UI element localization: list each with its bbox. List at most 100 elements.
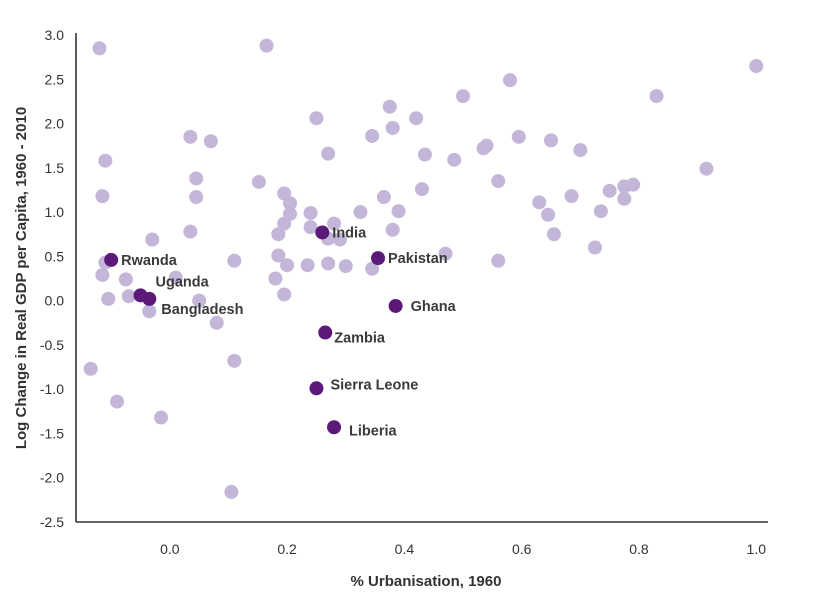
data-point xyxy=(602,183,617,198)
highlight-data-point xyxy=(104,252,119,267)
data-point xyxy=(209,315,224,330)
point-label: Zambia xyxy=(334,331,386,347)
highlight-data-point xyxy=(142,291,157,306)
y-tick-label: 1.5 xyxy=(45,160,65,176)
data-point xyxy=(283,196,298,211)
point-label: India xyxy=(332,225,367,241)
data-point xyxy=(268,271,283,286)
data-point xyxy=(303,205,318,220)
x-tick-label: 1.0 xyxy=(747,541,767,557)
data-point xyxy=(502,73,517,88)
highlight-data-point xyxy=(327,420,342,435)
y-tick-label: 2.5 xyxy=(45,71,65,87)
data-point xyxy=(564,189,579,204)
y-tick-label: 0.5 xyxy=(45,248,65,264)
data-point xyxy=(154,410,169,425)
data-point xyxy=(327,216,342,231)
data-point xyxy=(192,293,207,308)
x-tick-label: 0.0 xyxy=(160,541,180,557)
data-point xyxy=(321,146,336,161)
data-point xyxy=(251,174,266,189)
data-point xyxy=(491,174,506,189)
data-point xyxy=(83,361,98,376)
point-labels: Rwanda Uganda Bangladesh India Pakistan Ghana… xyxy=(121,225,456,439)
point-label: Liberia xyxy=(349,423,397,439)
data-point xyxy=(280,258,295,273)
x-tick-label: 0.4 xyxy=(395,541,415,557)
point-label: Sierra Leone xyxy=(330,377,418,393)
y-tick-label: -1.0 xyxy=(40,381,64,397)
point-label: Rwanda xyxy=(121,253,178,269)
data-point xyxy=(118,272,133,287)
point-label: Bangladesh xyxy=(161,302,243,318)
data-point xyxy=(277,287,292,302)
point-label: Uganda xyxy=(156,274,210,290)
data-point xyxy=(189,171,204,186)
data-point xyxy=(338,259,353,274)
data-points xyxy=(83,38,764,499)
x-tick-label: 0.6 xyxy=(512,541,532,557)
highlight-data-point xyxy=(371,251,386,266)
point-label: Ghana xyxy=(411,299,457,315)
data-point xyxy=(544,133,559,148)
data-point xyxy=(749,58,764,73)
data-point xyxy=(353,205,368,220)
data-point xyxy=(491,253,506,268)
data-point xyxy=(309,111,324,126)
data-point xyxy=(365,261,380,276)
highlight-data-point xyxy=(318,325,333,340)
data-point xyxy=(259,38,274,53)
data-point xyxy=(121,289,136,304)
data-point xyxy=(271,248,286,263)
data-point xyxy=(417,147,432,162)
data-point xyxy=(438,246,453,261)
data-point xyxy=(168,270,183,285)
data-point xyxy=(365,128,380,143)
y-tick-label: -0.5 xyxy=(40,337,64,353)
y-axis-title: Log Change in Real GDP per Capita, 1960 … xyxy=(13,107,30,449)
data-point xyxy=(409,111,424,126)
y-tick-label: 3.0 xyxy=(45,27,65,43)
y-tick-label: -2.5 xyxy=(40,514,64,530)
data-point xyxy=(271,227,286,242)
data-point xyxy=(699,161,714,176)
data-point xyxy=(332,232,347,247)
data-point xyxy=(385,222,400,237)
highlight-data-point xyxy=(315,225,330,240)
point-label: Pakistan xyxy=(388,251,448,267)
y-tick-label: 1.0 xyxy=(45,204,65,220)
data-point xyxy=(95,189,110,204)
data-point xyxy=(447,152,462,167)
highlight-data-point xyxy=(309,381,324,396)
data-point xyxy=(588,240,602,255)
y-tick-label: -2.0 xyxy=(40,470,64,486)
tick-labels: 3.0 2.5 2.0 1.5 1.0 0.5 0.0 -0.5 -1.0 -1.5 -2.0 -2.… xyxy=(40,27,766,557)
data-point xyxy=(142,304,157,319)
data-point xyxy=(546,227,561,242)
data-point xyxy=(626,177,641,192)
data-point xyxy=(98,153,113,168)
data-point xyxy=(415,182,429,197)
data-point xyxy=(573,143,588,158)
data-point xyxy=(95,267,110,282)
data-point xyxy=(183,224,198,239)
y-tick-label: 0.0 xyxy=(45,293,65,309)
data-point xyxy=(227,253,242,268)
highlight-data-point xyxy=(388,298,403,313)
data-point xyxy=(110,394,125,409)
data-point xyxy=(321,256,336,271)
data-point xyxy=(385,120,400,135)
data-point xyxy=(277,216,292,231)
data-point xyxy=(649,89,664,104)
data-point xyxy=(532,195,547,210)
x-tick-label: 0.8 xyxy=(629,541,649,557)
data-point xyxy=(376,190,391,205)
data-point xyxy=(145,232,160,247)
data-point xyxy=(456,89,471,104)
data-point xyxy=(92,41,107,56)
data-point xyxy=(227,353,242,368)
y-tick-label: 2.0 xyxy=(45,116,65,132)
data-point xyxy=(101,291,116,306)
